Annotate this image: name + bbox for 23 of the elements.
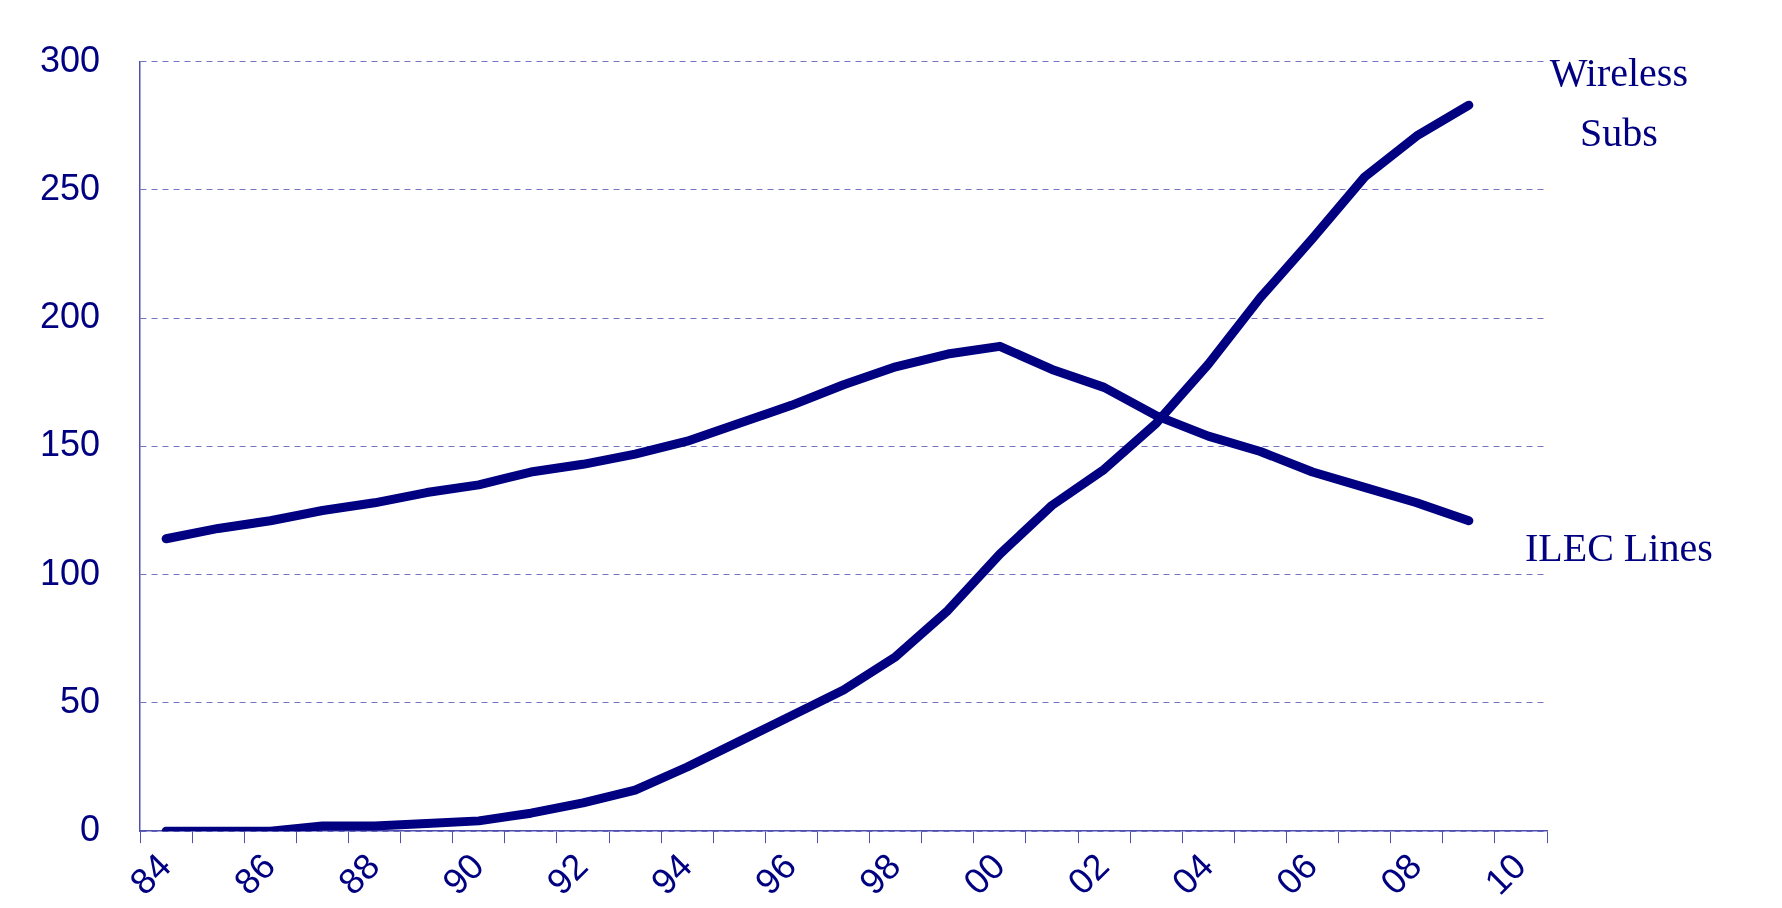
x-tick-label: 02 [1059, 845, 1117, 903]
text: Wireless Subs [1549, 49, 1689, 155]
x-tick-label: 88 [329, 845, 388, 903]
x-tick-label: 10 [1476, 845, 1534, 903]
x-tick-label: 86 [225, 845, 284, 903]
series-label: ILEC Lines [1524, 525, 1713, 571]
x-tick-label: 94 [642, 845, 700, 903]
x-tick-label: 98 [851, 845, 909, 903]
y-tick-label: 50 [60, 679, 101, 721]
y-tick-label: 300 [39, 38, 101, 80]
y-tick-label: 150 [39, 423, 101, 465]
x-tick-label: 96 [746, 845, 805, 903]
x-tick-label: 84 [121, 845, 179, 903]
y-tick-label: 200 [39, 295, 101, 337]
x-tick-label: 06 [1267, 845, 1326, 903]
x-tick-label: 04 [1163, 845, 1221, 903]
x-tick-label: 00 [955, 845, 1013, 903]
y-tick-label: 0 [80, 808, 101, 850]
y-tick-label: 100 [39, 551, 101, 593]
x-tick-label: 92 [538, 845, 596, 903]
x-tick-label: 90 [434, 845, 492, 903]
y-tick-label: 250 [39, 166, 101, 208]
x-tick-label: 08 [1372, 845, 1430, 903]
